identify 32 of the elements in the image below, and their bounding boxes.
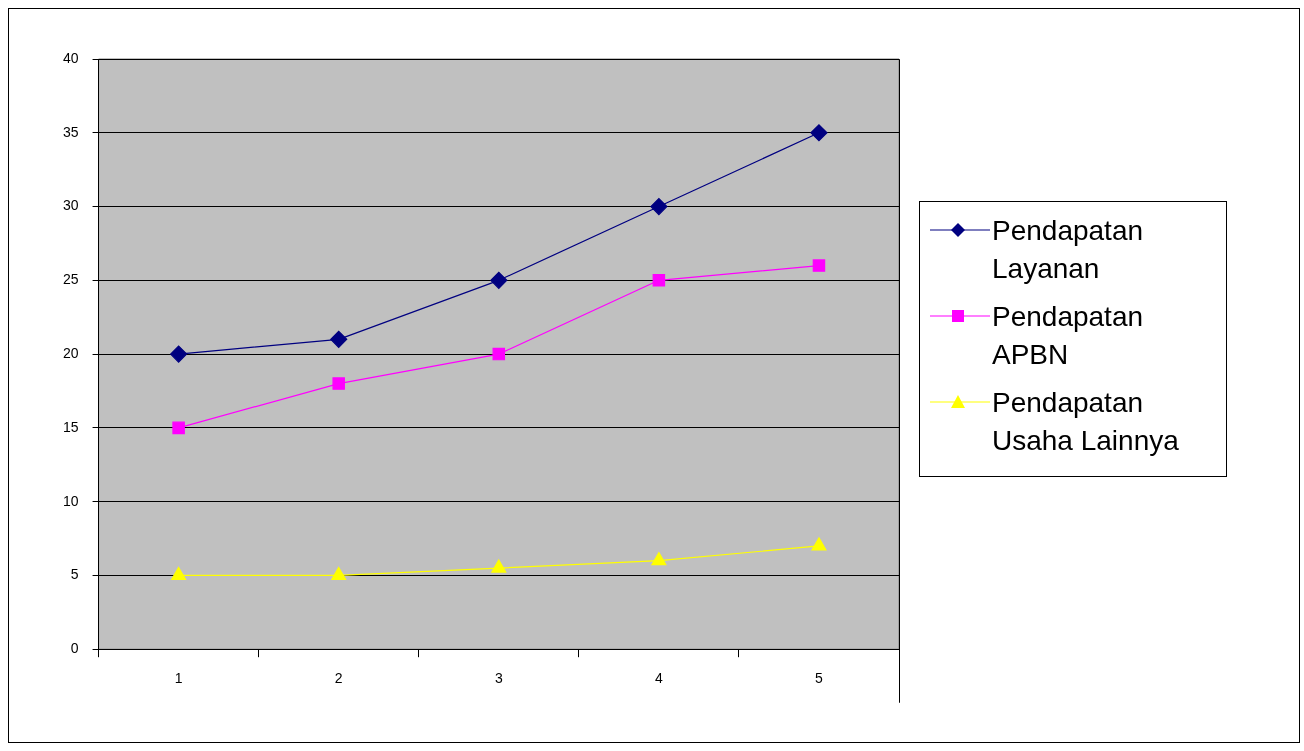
x-tick-label: 1	[174, 670, 183, 687]
point	[330, 330, 348, 348]
point	[811, 537, 827, 551]
y-tick-label: 25	[62, 271, 79, 288]
point	[491, 559, 507, 573]
legend-label: Pendapatan APBN	[992, 300, 1145, 372]
point	[492, 347, 506, 361]
y-tick-label: 35	[62, 123, 79, 140]
y-tick-label: 20	[62, 344, 79, 361]
x-tick-label: 3	[494, 670, 503, 687]
point	[490, 271, 508, 289]
point	[332, 377, 345, 390]
x-tick-label: 2	[334, 670, 343, 687]
legend-label: Pendapatan Usaha Lainnya	[992, 386, 1180, 458]
point	[652, 274, 666, 287]
point	[170, 345, 188, 363]
y-tick-label: 10	[62, 492, 79, 509]
point	[812, 259, 826, 272]
y-tick-label: 15	[62, 418, 79, 435]
y-tick-label: 5	[70, 566, 79, 583]
point	[172, 421, 185, 435]
y-tick-label: 30	[62, 197, 79, 214]
point	[171, 566, 187, 581]
point	[651, 552, 667, 566]
x-tick-label: 5	[815, 670, 824, 687]
point	[810, 124, 828, 142]
x-tick-label: 4	[654, 670, 663, 687]
point	[650, 197, 668, 216]
y-tick-label: 0	[70, 640, 79, 657]
point	[331, 566, 347, 581]
y-tick-label: 40	[62, 49, 79, 66]
legend-label: Pendapatan Layanan	[992, 214, 1145, 286]
